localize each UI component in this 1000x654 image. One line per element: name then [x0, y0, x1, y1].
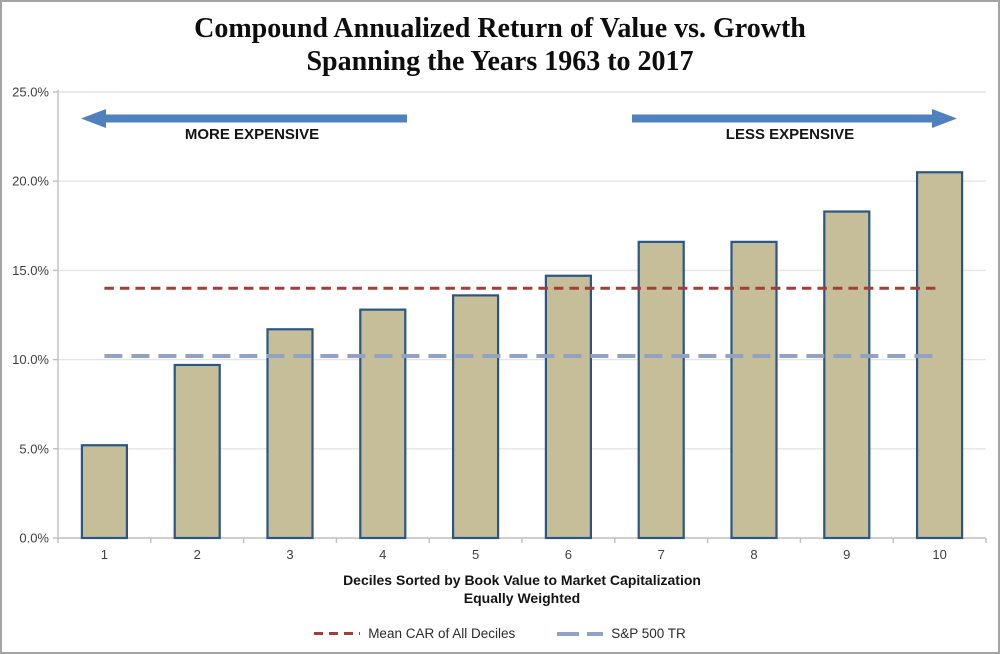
- legend-label-sp500: S&P 500 TR: [611, 626, 686, 641]
- y-tick-label-15.0%: 15.0%: [12, 263, 49, 278]
- more-expensive-arrow-icon: [81, 109, 407, 128]
- bar-decile-7: [637, 240, 685, 540]
- x-category-label-7: 7: [658, 547, 665, 562]
- x-category-label-1: 1: [101, 547, 108, 562]
- chart-title: Compound Annualized Return of Value vs. …: [2, 12, 998, 78]
- mean-car-dash-swatch: [314, 632, 361, 635]
- legend-item-mean-car: Mean CAR of All Deciles: [314, 626, 515, 641]
- more-expensive-label: MORE EXPENSIVE: [185, 126, 319, 143]
- y-tick-label-10.0%: 10.0%: [12, 352, 49, 367]
- x-category-label-8: 8: [750, 547, 757, 562]
- legend: Mean CAR of All Deciles S&P 500 TR: [2, 626, 998, 641]
- bar-decile-4: [359, 308, 407, 540]
- chart-title-line2: Spanning the Years 1963 to 2017: [306, 46, 694, 77]
- x-axis-title-line1: Deciles Sorted by Book Value to Market C…: [343, 572, 701, 588]
- bar-decile-8: [730, 240, 778, 540]
- x-category-label-4: 4: [379, 547, 386, 562]
- y-tick-label-0.0%: 0.0%: [19, 531, 49, 546]
- less-expensive-label: LESS EXPENSIVE: [726, 126, 854, 143]
- x-category-label-5: 5: [472, 547, 479, 562]
- bar-decile-9: [823, 210, 871, 540]
- bar-decile-2: [173, 363, 221, 540]
- x-category-label-9: 9: [843, 547, 850, 562]
- x-axis-title: Deciles Sorted by Book Value to Market C…: [58, 571, 986, 607]
- x-axis-title-line2: Equally Weighted: [463, 590, 581, 606]
- bar-decile-6: [544, 274, 593, 540]
- x-category-label-2: 2: [194, 547, 201, 562]
- x-category-label-6: 6: [565, 547, 572, 562]
- legend-label-mean-car: Mean CAR of All Deciles: [368, 626, 516, 641]
- less-expensive-arrow-icon: [632, 109, 957, 128]
- expensive-annotations: MORE EXPENSIVE LESS EXPENSIVE: [81, 109, 957, 143]
- chart-title-line1: Compound Annualized Return of Value vs. …: [194, 13, 806, 44]
- x-category-label-10: 10: [932, 547, 946, 562]
- bar-decile-5: [452, 294, 500, 540]
- bar-decile-3: [266, 328, 314, 540]
- y-tick-label-5.0%: 5.0%: [19, 441, 49, 456]
- y-tick-label-25.0%: 25.0%: [12, 85, 49, 100]
- y-tick-label-20.0%: 20.0%: [12, 174, 49, 189]
- bar-decile-1: [80, 444, 129, 540]
- sp500-dash-swatch: [557, 631, 604, 636]
- legend-item-sp500: S&P 500 TR: [557, 626, 686, 641]
- x-category-label-3: 3: [286, 547, 293, 562]
